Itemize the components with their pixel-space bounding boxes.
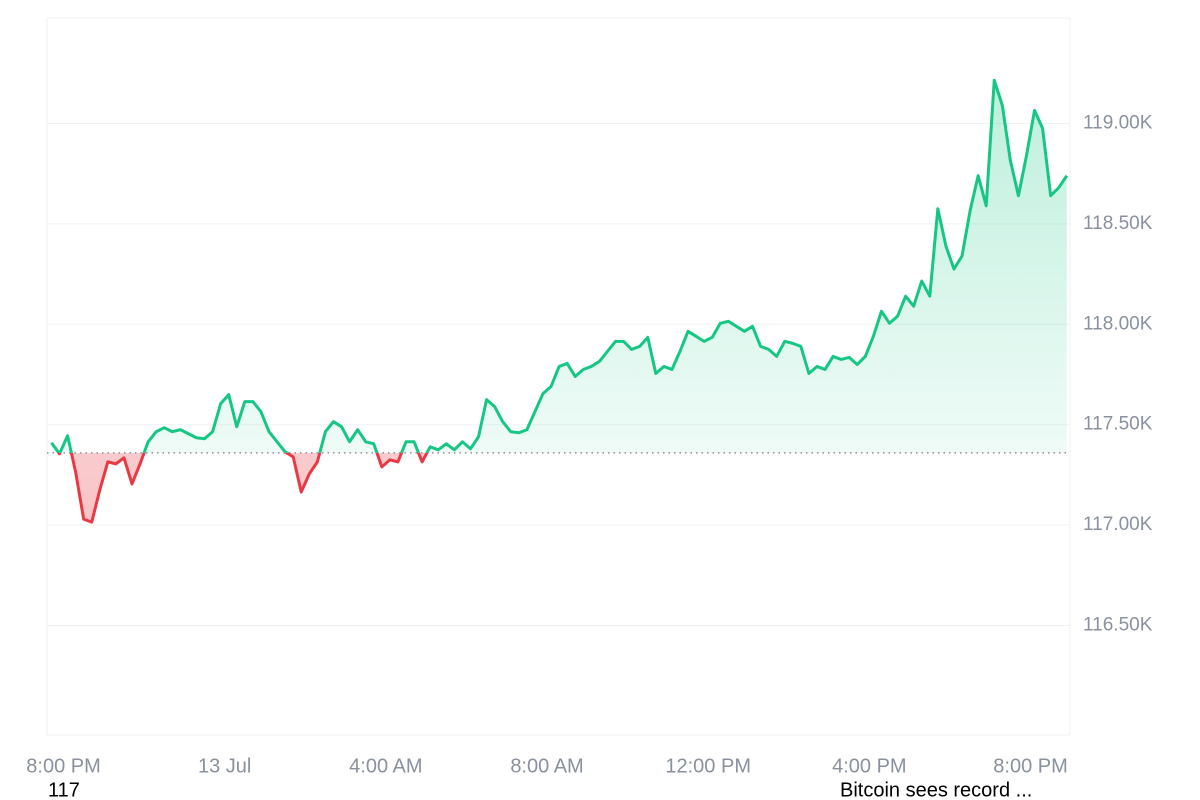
x-tick-label: 13 Jul [198,755,251,777]
y-tick-label: 118.50K [1083,213,1153,234]
y-tick-label: 119.00K [1083,112,1153,133]
area-up [51,80,1067,453]
y-tick-label: 118.00K [1083,313,1153,334]
x-tick-label: 4:00 PM [832,755,906,777]
x-tick-label: 8:00 PM [993,755,1067,777]
y-tick-label: 117.50K [1083,414,1153,435]
price-line-up [50,78,1069,453]
x-tick-label: 12:00 PM [665,755,751,777]
x-tick-label: 4:00 AM [349,755,422,777]
annotation: 117 [48,779,80,800]
annotation: Bitcoin sees record ... [840,779,1032,800]
y-tick-label: 116.50K [1083,615,1153,636]
x-tick-label: 8:00 AM [510,755,583,777]
y-tick-label: 117.00K [1083,514,1153,535]
x-tick-label: 8:00 PM [26,755,100,777]
